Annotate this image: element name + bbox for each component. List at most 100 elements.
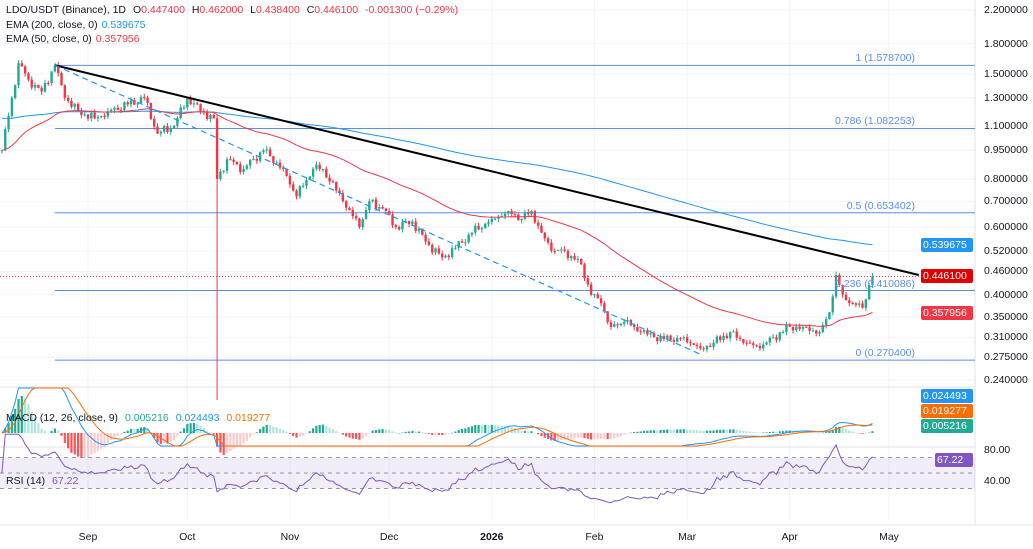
macd-histogram-bar <box>785 430 788 433</box>
candle-body <box>189 97 192 105</box>
candle <box>298 185 302 199</box>
candle-body <box>447 255 450 257</box>
macd-histogram-bar <box>434 433 437 435</box>
candle <box>13 84 17 100</box>
candle-body <box>460 241 464 243</box>
candle <box>576 255 580 263</box>
candle-body <box>771 337 775 339</box>
candle-body <box>431 244 434 253</box>
macd-histogram-bar <box>616 433 619 438</box>
rsi-legend[interactable]: RSI (14) 67.22 <box>6 475 78 487</box>
macd-histogram-bar <box>73 433 76 455</box>
candle <box>553 248 556 255</box>
macd-histogram-bar <box>636 431 639 433</box>
macd-histogram-bar <box>523 430 527 433</box>
macd-histogram-bar <box>460 429 464 433</box>
close-label: C <box>306 4 315 16</box>
candle <box>699 342 702 351</box>
candle-body <box>540 225 543 233</box>
macd-histogram-bar <box>861 433 864 434</box>
macd-histogram-bar <box>401 432 404 434</box>
macd-histogram-bar <box>199 425 202 433</box>
candle <box>248 158 252 169</box>
candle-body <box>867 285 871 300</box>
candle <box>725 332 729 340</box>
candle-body <box>7 115 10 130</box>
candle <box>66 94 70 104</box>
price-tick-label: 0.950000 <box>984 144 1028 157</box>
candle-body <box>129 100 133 105</box>
candle <box>738 335 742 342</box>
candle-body <box>106 111 110 117</box>
macd-histogram-bar <box>272 426 275 433</box>
candle <box>361 217 364 231</box>
candle-body <box>781 331 785 333</box>
time-tick-label: Dec <box>379 531 399 543</box>
candle <box>86 114 90 121</box>
candle <box>831 294 834 316</box>
candle-body <box>63 85 67 98</box>
candle-body <box>76 104 80 112</box>
candle-body <box>308 176 311 180</box>
candle-body <box>821 325 825 332</box>
candle <box>404 218 407 223</box>
macd-histogram-bar <box>656 430 659 433</box>
candle <box>53 62 57 73</box>
macd-histogram-bar <box>129 428 133 433</box>
candle-body <box>487 222 490 224</box>
candle-body <box>318 164 321 170</box>
candle-body <box>215 118 219 179</box>
candle-body <box>599 298 603 304</box>
candle <box>659 333 662 343</box>
candle-body <box>288 175 292 185</box>
candle-body <box>225 159 229 171</box>
macd-histogram-bar <box>530 431 533 433</box>
macd-histogram-bar <box>361 433 364 439</box>
ema50-label: EMA (50, close, 0) <box>6 33 92 45</box>
candle <box>7 112 10 133</box>
macd-histogram-bar <box>550 433 553 441</box>
candle <box>530 209 533 217</box>
macd-signal-line <box>1 387 873 447</box>
candle <box>351 206 354 220</box>
candle-body <box>275 162 278 164</box>
macd-histogram-bar <box>76 433 80 457</box>
candle-body <box>788 325 791 327</box>
macd-histogram-bar <box>275 427 278 433</box>
candle <box>328 174 331 185</box>
macd-histogram-bar <box>851 431 854 433</box>
candle-body <box>646 330 649 335</box>
macd-histogram-bar <box>556 433 560 441</box>
candle-body <box>669 335 672 340</box>
candle <box>123 101 126 112</box>
macd-histogram-bar <box>642 430 646 433</box>
candle-body <box>162 126 166 132</box>
candle <box>447 253 450 261</box>
candle-body <box>778 332 781 340</box>
candle-body <box>570 256 573 259</box>
macd-signal-value: 0.019277 <box>226 412 271 424</box>
candle-body <box>53 65 57 72</box>
candle-body <box>702 348 705 350</box>
macd-histogram-bar <box>732 429 735 433</box>
macd-histogram-bar <box>679 429 682 433</box>
candle <box>563 246 566 253</box>
candle <box>818 330 821 337</box>
candle-body <box>182 107 186 109</box>
candle <box>156 123 159 135</box>
candle-body <box>70 100 73 107</box>
candle <box>407 220 411 228</box>
macd-histogram-bar <box>321 424 325 433</box>
candle <box>20 60 23 67</box>
candle <box>801 325 805 332</box>
open-label: O <box>132 4 142 16</box>
ema200-legend[interactable]: EMA (200, close, 0) 0.539675 <box>6 19 145 31</box>
price-tick-label: 0.240000 <box>984 374 1028 386</box>
candle <box>652 331 656 338</box>
macd-histogram-bar <box>176 433 179 437</box>
candle-body <box>248 159 252 166</box>
macd-legend[interactable]: MACD (12, 26, close, 9) 0.005216 0.02449… <box>6 412 270 424</box>
ema50-legend[interactable]: EMA (50, close, 0) 0.357956 <box>6 33 140 45</box>
macd-histogram-bar <box>765 432 768 433</box>
